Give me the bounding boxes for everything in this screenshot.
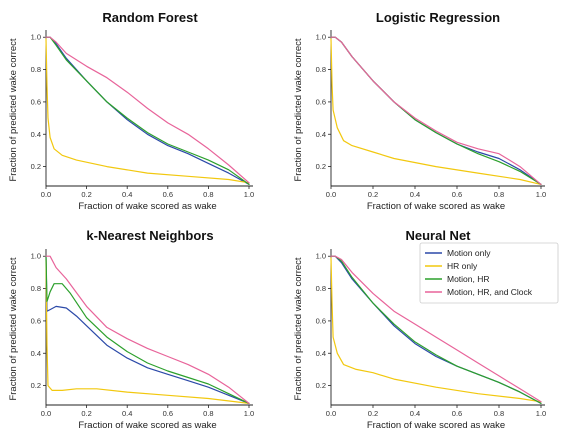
series-line-hr: [330, 257, 542, 403]
series-line-motion-hr: [45, 255, 250, 404]
y-tick-label: 0.2: [316, 381, 326, 390]
legend-label: Motion only: [447, 248, 491, 258]
y-axis-label: Fraction of predicted wake correct: [293, 38, 304, 181]
series-line-hr: [330, 38, 542, 185]
series-line-hr: [45, 38, 250, 184]
y-tick-label: 1.0: [316, 252, 326, 261]
x-tick-label: 0.2: [368, 190, 378, 199]
x-tick-label: 0.0: [326, 409, 336, 418]
y-tick-label: 0.6: [316, 316, 326, 325]
y-axis-label: Fraction of predicted wake correct: [293, 257, 304, 400]
x-tick-label: 0.0: [41, 190, 51, 199]
y-tick-label: 0.6: [31, 97, 41, 106]
x-axis-label: Fraction of wake scored as wake: [367, 201, 505, 212]
x-tick-label: 1.0: [536, 409, 546, 418]
x-tick-label: 1.0: [244, 190, 254, 199]
legend-label: HR only: [447, 261, 478, 271]
chart-panel: Neural Net 0.0 0.2 0.4 0.6 0.8 1.0 0.2 0.4 0.6 0.8…: [293, 228, 559, 431]
chart-panel: k-Nearest Neighbors 0.0 0.2 0.4 0.6 0.8 1.0 0.2…: [8, 228, 254, 431]
x-tick-label: 0.2: [81, 409, 91, 418]
y-tick-label: 0.4: [31, 349, 41, 358]
y-tick-label: 0.8: [316, 284, 326, 293]
y-tick-label: 0.4: [316, 130, 326, 139]
chart-panel: Logistic Regression 0.0 0.2 0.4 0.6 0.8 1.0 0.2…: [293, 10, 546, 212]
series-line-motion-hr: [330, 255, 542, 404]
series-line-clock: [45, 255, 250, 404]
series-line-motion: [45, 36, 250, 185]
x-tick-label: 0.6: [163, 190, 173, 199]
x-tick-label: 0.8: [203, 409, 213, 418]
x-tick-label: 0.8: [494, 409, 504, 418]
x-tick-label: 1.0: [244, 409, 254, 418]
y-tick-label: 1.0: [316, 33, 326, 42]
y-axis-label: Fraction of predicted wake correct: [8, 257, 19, 400]
y-axis-label: Fraction of predicted wake correct: [8, 38, 19, 181]
y-tick-label: 1.0: [31, 33, 41, 42]
legend-label: Motion, HR, and Clock: [447, 287, 533, 297]
x-axis-label: Fraction of wake scored as wake: [78, 420, 216, 431]
chart-panel: Random Forest 0.0 0.2 0.4 0.6 0.8 1.0 0.2 0.4 0.6…: [8, 10, 254, 212]
series-line-clock: [45, 36, 250, 184]
x-tick-label: 0.0: [326, 190, 336, 199]
x-tick-label: 0.2: [81, 190, 91, 199]
x-tick-label: 1.0: [536, 190, 546, 199]
x-tick-label: 0.4: [410, 409, 420, 418]
chart-title: Neural Net: [405, 228, 471, 243]
legend-label: Motion, HR: [447, 274, 490, 284]
chart-title: Logistic Regression: [376, 10, 500, 25]
y-tick-label: 0.8: [31, 284, 41, 293]
x-tick-label: 0.8: [203, 190, 213, 199]
series-line-clock: [330, 255, 542, 403]
y-tick-label: 0.2: [316, 162, 326, 171]
y-tick-label: 0.4: [31, 130, 41, 139]
y-tick-label: 0.6: [31, 316, 41, 325]
y-tick-label: 0.2: [31, 381, 41, 390]
series-line-hr: [45, 258, 250, 404]
series-line-motion-hr: [330, 36, 542, 185]
y-tick-label: 0.8: [316, 65, 326, 74]
x-tick-label: 0.8: [494, 190, 504, 199]
x-tick-label: 0.4: [122, 409, 132, 418]
series-line-motion: [45, 255, 250, 404]
y-tick-label: 0.8: [31, 65, 41, 74]
y-tick-label: 0.6: [316, 97, 326, 106]
legend-box: [419, 242, 559, 304]
series-line-motion: [330, 36, 542, 185]
series-line-motion-hr: [45, 36, 250, 185]
x-tick-label: 0.6: [163, 409, 173, 418]
chart-title: Random Forest: [102, 10, 198, 25]
series-line-clock: [330, 36, 542, 185]
chart-title: k-Nearest Neighbors: [86, 228, 213, 243]
x-tick-label: 0.6: [452, 190, 462, 199]
y-tick-label: 0.2: [31, 162, 41, 171]
x-tick-label: 0.4: [410, 190, 420, 199]
x-axis-label: Fraction of wake scored as wake: [367, 420, 505, 431]
x-tick-label: 0.6: [452, 409, 462, 418]
y-tick-label: 1.0: [31, 252, 41, 261]
legend: Motion only HR only Motion, HR Motion, HR, …: [419, 242, 559, 304]
x-tick-label: 0.2: [368, 409, 378, 418]
x-tick-label: 0.4: [122, 190, 132, 199]
x-axis-label: Fraction of wake scored as wake: [78, 201, 216, 212]
y-tick-label: 0.4: [316, 349, 326, 358]
x-tick-label: 0.0: [41, 409, 51, 418]
